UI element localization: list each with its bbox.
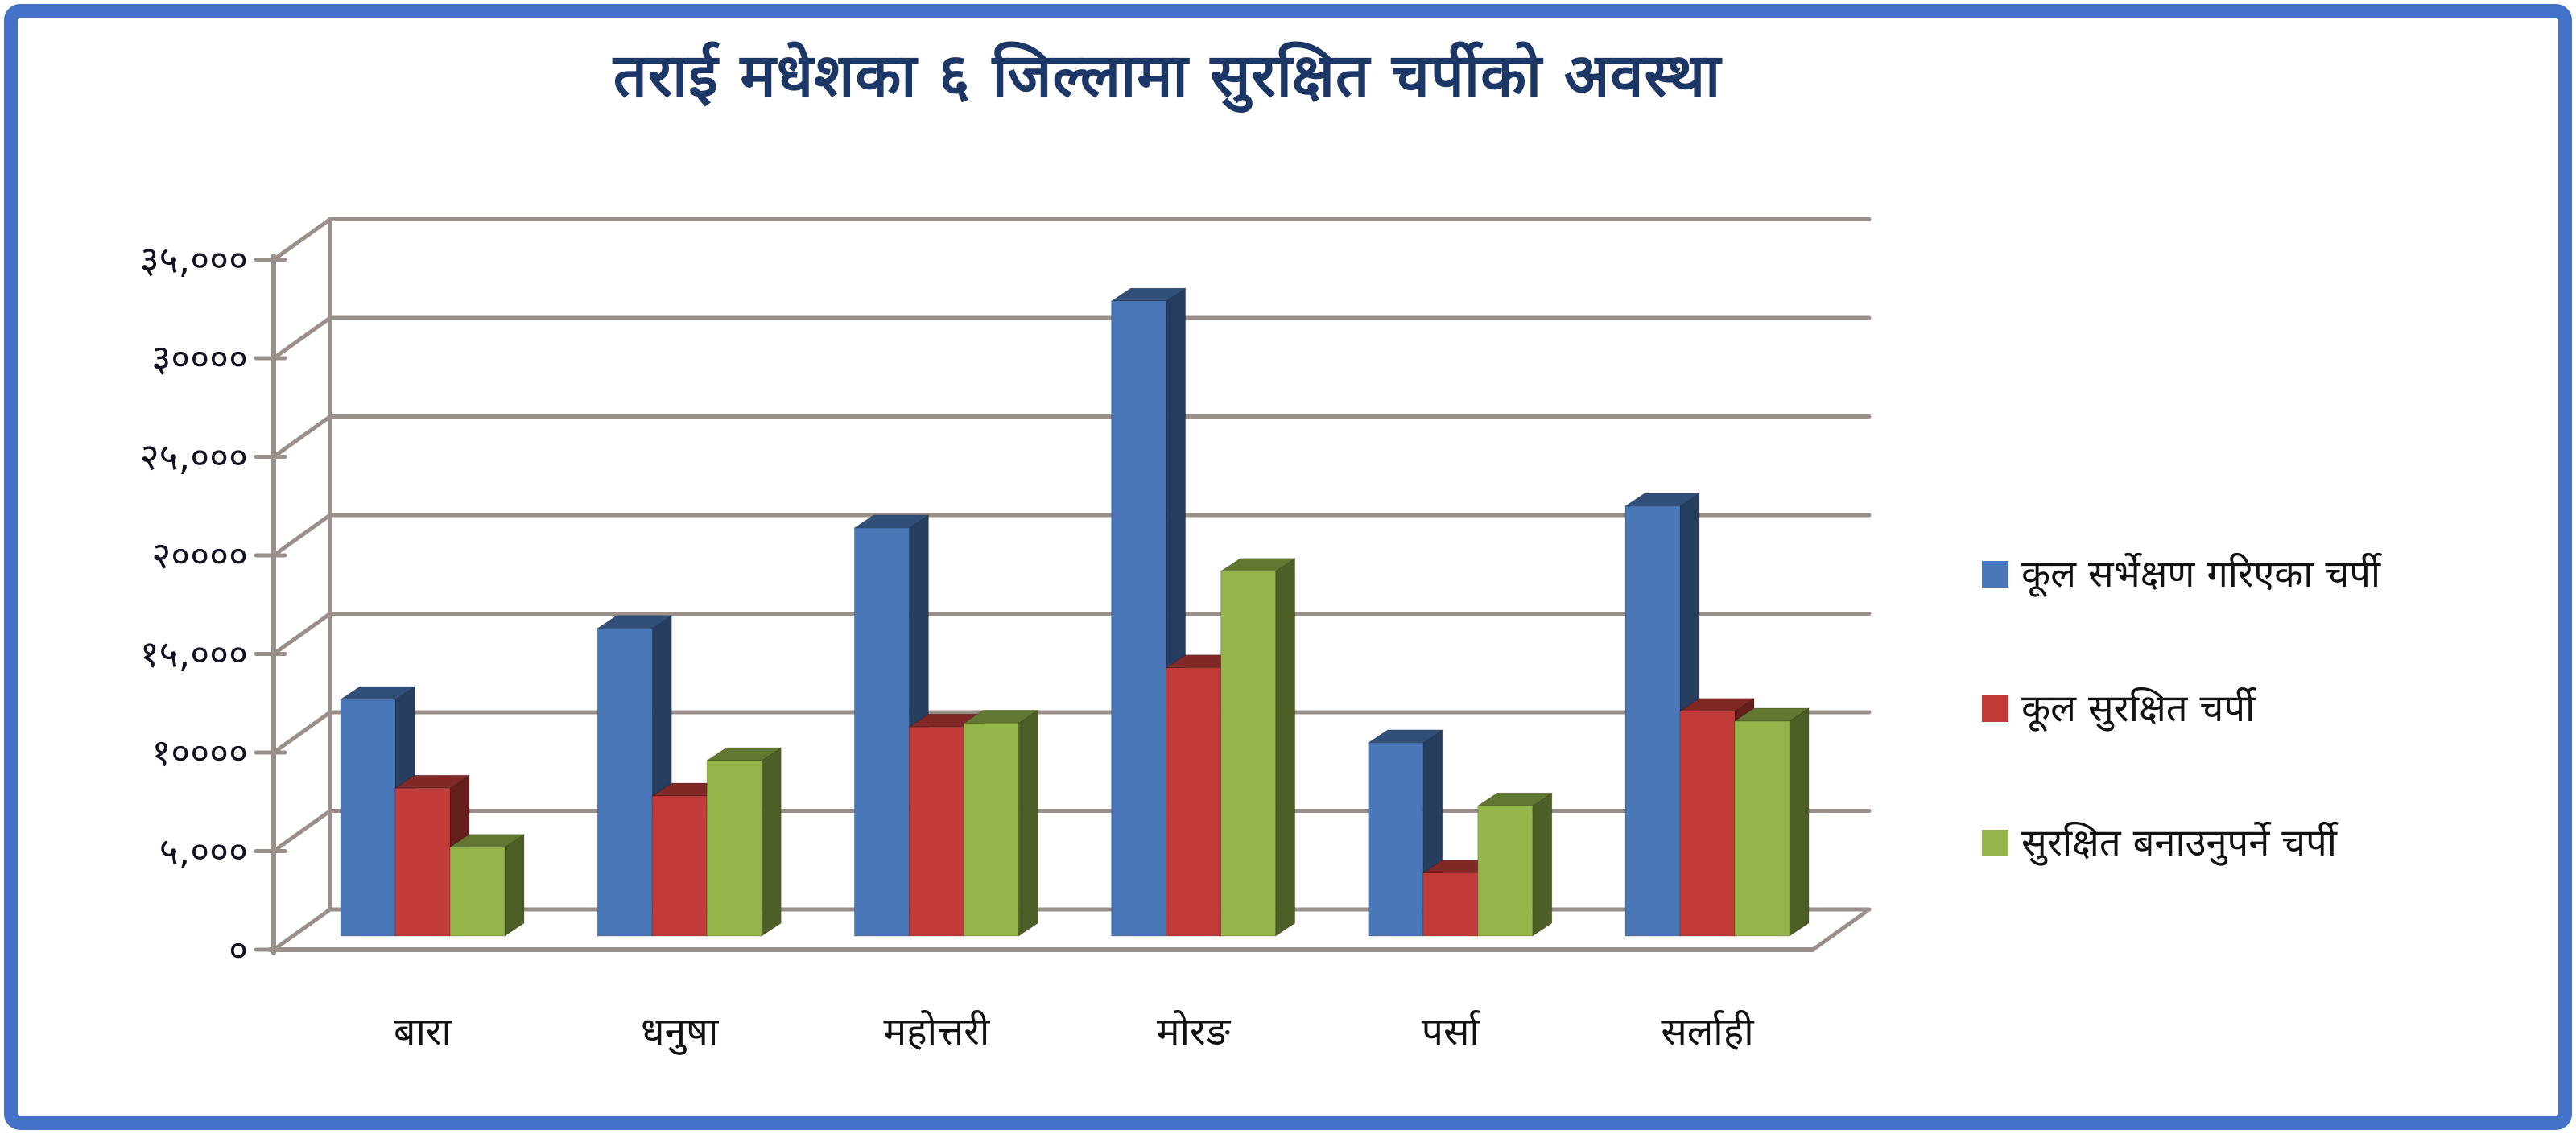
- bar-s1-c3: [1166, 667, 1222, 937]
- y-tick-label-7: ३५,०००: [140, 238, 248, 282]
- bar-s0-c1: [597, 628, 653, 937]
- bar-s2-c5: [1734, 720, 1790, 937]
- bar-s2-c0: [449, 847, 506, 937]
- bar-s2-c3: [1220, 571, 1277, 937]
- legend-item: सुरक्षित बनाउनुपर्ने चर्पी: [1982, 818, 2380, 868]
- x-label-5: सर्लाही: [1661, 1009, 1755, 1054]
- bar-s1-c0: [394, 787, 451, 937]
- y-tick-label-6: ३००००: [151, 336, 248, 380]
- floor-right-edge: [1810, 907, 1872, 952]
- bar-s1-c2: [908, 726, 964, 937]
- chart-title: तराई मधेशका ६ जिल्लामा सुरक्षित चर्पीको …: [613, 41, 1722, 110]
- bar-s2-c4: [1477, 805, 1534, 937]
- x-label-2: महोत्तरी: [883, 1009, 990, 1054]
- gridline-connector: [271, 710, 332, 755]
- bar-s0-c3: [1111, 300, 1167, 937]
- x-label-0: बारा: [394, 1009, 452, 1054]
- gridline-connector: [271, 513, 332, 558]
- x-label-1: धनुषा: [641, 1009, 720, 1055]
- gridline-connector: [271, 414, 332, 459]
- legend-label: कूल सर्भेक्षण गरिएका चर्पी: [2021, 551, 2381, 596]
- gridline-connector: [271, 217, 332, 262]
- y-tick-label-4: २००००: [151, 534, 248, 577]
- gridline-connector: [271, 612, 332, 656]
- bar-s0-c5: [1624, 505, 1681, 937]
- bar-s1-c5: [1679, 711, 1736, 937]
- bar-s1-c1: [651, 795, 708, 937]
- legend-item: कूल सुरक्षित चर्पी: [1982, 683, 2380, 733]
- legend-swatch-green-icon: [1982, 829, 2008, 856]
- legend-label: कूल सुरक्षित चर्पी: [2021, 686, 2256, 731]
- bar-s1-c4: [1422, 872, 1479, 937]
- bar-side-s2-c2: [1018, 709, 1038, 937]
- y-tick-label-3: १५,०००: [140, 633, 248, 676]
- bar-s2-c1: [706, 760, 762, 937]
- x-label-4: पर्सा: [1422, 1009, 1481, 1054]
- y-tick-label-1: ५,०००: [159, 830, 248, 873]
- y-tick-label-0: ०: [229, 928, 248, 971]
- bar-side-s2-c4: [1532, 792, 1553, 937]
- gridline-connector: [271, 315, 332, 361]
- bar-side-s2-c5: [1789, 707, 1810, 937]
- x-label-3: मोरङ: [1157, 1009, 1232, 1054]
- bar-side-s2-c0: [504, 833, 525, 937]
- gridline-connector: [271, 809, 332, 853]
- legend-swatch-red-icon: [1982, 695, 2008, 722]
- bar-side-s2-c1: [761, 747, 782, 937]
- legend-label: सुरक्षित बनाउनुपर्ने चर्पी: [2021, 820, 2337, 865]
- legend-item: कूल सर्भेक्षण गरिएका चर्पी: [1982, 549, 2380, 599]
- bar-s0-c4: [1368, 742, 1424, 937]
- gridline-connector: [271, 907, 332, 952]
- y-tick-label-2: १००००: [151, 731, 248, 774]
- legend: कूल सर्भेक्षण गरिएका चर्पी कूल सुरक्षित …: [1982, 549, 2380, 952]
- bar-s2-c2: [963, 722, 1019, 937]
- bar-side-s2-c3: [1275, 557, 1296, 937]
- bar-s0-c0: [340, 699, 396, 937]
- legend-swatch-blue-icon: [1982, 560, 2008, 588]
- y-tick-label-5: २५,०००: [140, 435, 248, 479]
- bar-s0-c2: [853, 527, 910, 937]
